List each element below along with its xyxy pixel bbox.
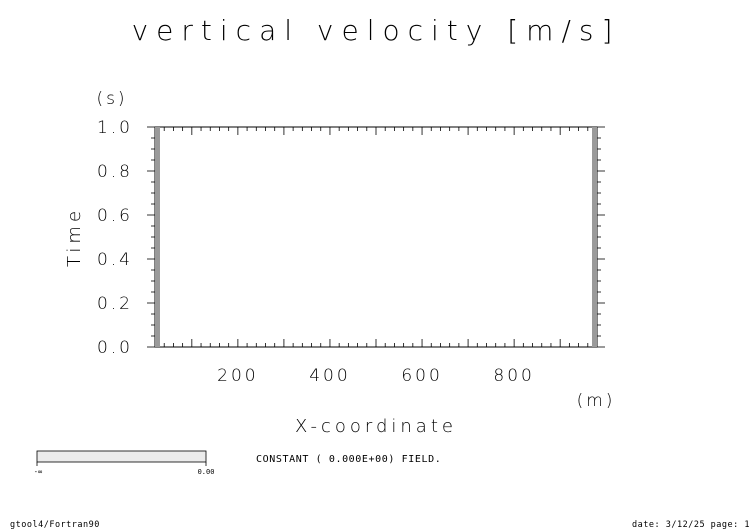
y-tick-label: 0.2	[97, 294, 133, 314]
x-tick-label: 200	[217, 366, 258, 386]
footer-left: gtool4/Fortran90	[10, 520, 100, 530]
x-tick-label: 800	[493, 366, 534, 386]
y-axis-label: Time	[64, 207, 85, 267]
constant-field-annotation: CONSTANT ( 0.000E+00) FIELD.	[256, 454, 441, 465]
y-tick-labels: 0.0 0.2 0.4 0.6 0.8 1.0	[97, 118, 133, 358]
y-tick-label: 0.4	[97, 250, 133, 270]
right-edge-strip	[592, 127, 597, 347]
y-tick-label: 0.8	[97, 162, 133, 182]
y-tick-label: 0.0	[97, 338, 133, 358]
x-tick-label: 600	[401, 366, 442, 386]
axis-ticks	[147, 126, 605, 348]
left-edge-strip	[155, 127, 160, 347]
footer-right: date: 3/12/25 page: 1	[632, 520, 750, 530]
colorbar-box	[36, 450, 207, 463]
y-axis-unit: (s)	[96, 89, 127, 109]
y-tick-label: 1.0	[97, 118, 133, 138]
colorbar-max-label: 0.00	[198, 468, 215, 476]
x-axis-unit: (m)	[577, 391, 616, 411]
x-tick-label: 400	[309, 366, 350, 386]
colorbar: -∞ 0.00	[34, 450, 215, 476]
colorbar-min-label: -∞	[34, 468, 42, 476]
chart-title: vertical velocity [m/s]	[132, 14, 621, 47]
x-tick-labels: 200 400 600 800	[217, 366, 534, 386]
y-tick-label: 0.6	[97, 206, 133, 226]
x-axis-label: X-coordinate	[295, 416, 457, 437]
plot-frame	[154, 126, 598, 348]
